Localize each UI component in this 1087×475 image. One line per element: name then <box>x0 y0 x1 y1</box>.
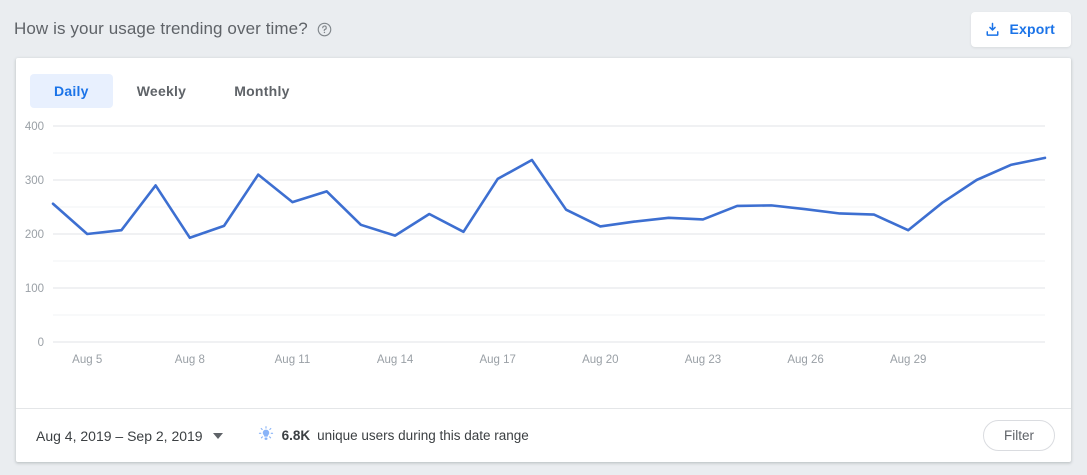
page-title: How is your usage trending over time? <box>14 19 308 38</box>
page-header: How is your usage trending over time? Ex… <box>0 0 1087 58</box>
filter-button-label: Filter <box>1004 428 1034 443</box>
tab-monthly[interactable]: Monthly <box>210 74 313 108</box>
date-range-label: Aug 4, 2019 – Sep 2, 2019 <box>36 427 203 444</box>
svg-text:Aug 26: Aug 26 <box>787 354 823 366</box>
svg-text:0: 0 <box>38 337 44 349</box>
chart-footer: Aug 4, 2019 – Sep 2, 2019 6.8K unique us… <box>16 408 1071 462</box>
tab-weekly-label: Weekly <box>136 83 187 99</box>
svg-text:300: 300 <box>25 175 44 187</box>
svg-text:Aug 23: Aug 23 <box>685 354 721 366</box>
insight-summary: 6.8K unique users during this date range <box>257 425 529 446</box>
svg-text:400: 400 <box>25 121 44 133</box>
export-button[interactable]: Export <box>971 11 1071 47</box>
usage-chart-card: Daily Weekly Monthly 0 100 200 300 400 Aug 5 A… <box>16 58 1071 462</box>
insight-metric: 6.8K <box>281 428 311 443</box>
chart-canvas: 0 100 200 300 400 Aug 5 Aug 8 Aug 11 Aug 14 Aug 1… <box>25 121 1047 366</box>
svg-text:Aug 29: Aug 29 <box>890 354 926 366</box>
svg-text:Aug 5: Aug 5 <box>72 354 102 366</box>
usage-line-chart[interactable]: 0 100 200 300 400 Aug 5 Aug 8 Aug 11 Aug 14 Aug 1… <box>16 114 1071 382</box>
svg-text:100: 100 <box>25 283 44 295</box>
svg-text:Aug 11: Aug 11 <box>275 354 311 366</box>
insight-text: unique users during this date range <box>317 428 529 443</box>
export-button-label: Export <box>1009 21 1055 37</box>
help-circle-icon[interactable] <box>317 22 332 37</box>
granularity-tabs: Daily Weekly Monthly <box>16 58 1071 108</box>
svg-text:Aug 17: Aug 17 <box>479 354 515 366</box>
date-range-selector[interactable]: Aug 4, 2019 – Sep 2, 2019 <box>36 428 223 444</box>
download-icon <box>984 21 1001 38</box>
chevron-down-icon <box>212 432 223 439</box>
svg-text:Aug 14: Aug 14 <box>377 354 414 366</box>
filter-button[interactable]: Filter <box>983 420 1055 451</box>
tab-monthly-label: Monthly <box>234 83 290 99</box>
tab-daily[interactable]: Daily <box>30 74 113 108</box>
tab-weekly[interactable]: Weekly <box>113 74 211 108</box>
svg-text:Aug 20: Aug 20 <box>582 354 618 366</box>
svg-text:200: 200 <box>25 229 44 241</box>
svg-text:Aug 8: Aug 8 <box>175 354 205 366</box>
tab-daily-label: Daily <box>54 83 89 99</box>
lightbulb-icon <box>257 425 275 446</box>
